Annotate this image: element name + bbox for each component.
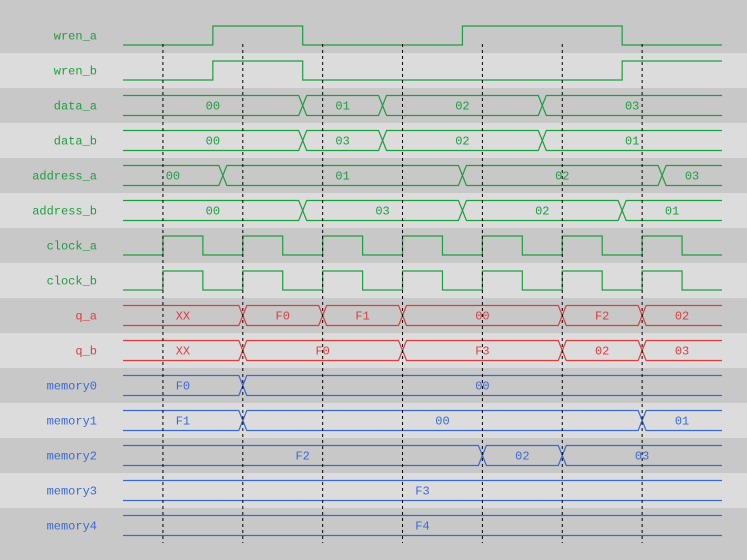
signal-memory0: memory0 F0 00	[47, 374, 722, 397]
signal-name: clock_a	[47, 240, 97, 254]
bus-segment	[541, 129, 722, 152]
bus-value: 00	[166, 170, 180, 184]
time-markers	[162, 44, 643, 543]
bus-segment	[641, 339, 722, 362]
bus-segment	[641, 304, 722, 327]
signal-name: q_b	[75, 345, 97, 359]
signal-name: clock_b	[47, 275, 97, 289]
signal-clock_b: clock_b	[47, 270, 722, 291]
bit-trace	[123, 60, 722, 81]
row-background	[0, 368, 747, 403]
signal-name: wren_b	[54, 65, 97, 79]
bus-value: 03	[375, 205, 389, 219]
row-background	[0, 158, 747, 193]
signal-address_a: address_a 00 01 02 03	[32, 164, 722, 187]
signal-data_a: data_a 00 01 02 03	[54, 94, 722, 117]
signal-name: memory0	[47, 380, 97, 394]
bus-value: 01	[675, 415, 689, 429]
bit-trace	[123, 235, 722, 256]
row-background	[0, 88, 747, 123]
bit-trace	[123, 270, 722, 291]
row-background	[0, 193, 747, 228]
signal-q_b: q_b XX F0 F3 02 03	[75, 339, 722, 362]
signal-wren_a: wren_a	[54, 25, 722, 46]
signal-wren_b: wren_b	[54, 60, 722, 81]
bus-value: F0	[176, 380, 190, 394]
signal-data_b: data_b 00 03 02 01	[54, 129, 722, 152]
bus-value: 02	[455, 100, 469, 114]
bus-value: 00	[435, 415, 449, 429]
bus-value: F2	[295, 450, 309, 464]
bus-segment	[561, 444, 722, 467]
signal-name: q_a	[75, 310, 97, 324]
signal-name: address_b	[32, 205, 97, 219]
row-background	[0, 438, 747, 473]
bus-value: 02	[535, 205, 549, 219]
bus-value: 01	[335, 100, 349, 114]
bus-value: 01	[665, 205, 679, 219]
bus-value: 00	[206, 100, 220, 114]
bus-segment	[123, 164, 224, 187]
signal-name: memory2	[47, 450, 97, 464]
bus-value: 03	[635, 450, 649, 464]
bus-segment	[123, 514, 722, 537]
signal-name: memory3	[47, 485, 97, 499]
bus-value: XX	[176, 345, 190, 359]
row-background	[0, 473, 747, 508]
signal-name: memory4	[47, 520, 97, 534]
signal-name: address_a	[32, 170, 97, 184]
signal-memory4: memory4 F4	[47, 514, 722, 537]
bus-value: 03	[685, 170, 699, 184]
signal-memory1: memory1 F1 00 01	[47, 409, 722, 432]
row-background	[0, 18, 747, 53]
row-background	[0, 298, 747, 333]
bus-value: 01	[625, 135, 639, 149]
row-background	[0, 228, 747, 263]
bus-value: 03	[335, 135, 349, 149]
bus-value: XX	[176, 310, 190, 324]
signal-memory3: memory3 F3	[47, 479, 722, 502]
bus-value: 02	[675, 310, 689, 324]
row-background	[0, 123, 747, 158]
signal-name: data_b	[54, 135, 97, 149]
bus-value: 03	[675, 345, 689, 359]
bus-value: 02	[455, 135, 469, 149]
bus-value: F3	[415, 485, 429, 499]
signal-address_b: address_b 00 03 02 01	[32, 199, 722, 222]
bus-segment	[541, 94, 722, 117]
bus-value: 03	[625, 100, 639, 114]
row-background	[0, 333, 747, 368]
row-background	[0, 403, 747, 438]
bus-value: F0	[276, 310, 290, 324]
signal-name: data_a	[54, 100, 97, 114]
bus-value: F4	[415, 520, 429, 534]
bus-segment	[621, 199, 722, 222]
bus-value: F1	[355, 310, 369, 324]
bus-value: F2	[595, 310, 609, 324]
row-background	[0, 53, 747, 88]
bit-trace	[123, 25, 722, 46]
bus-segment	[222, 164, 464, 187]
signal-memory2: memory2 F2 02 03	[47, 444, 722, 467]
bus-value: 00	[206, 205, 220, 219]
signal-name: memory1	[47, 415, 97, 429]
bus-value: 02	[595, 345, 609, 359]
row-background	[0, 263, 747, 298]
bus-segment	[242, 409, 643, 432]
bus-value: 02	[515, 450, 529, 464]
signal-name: wren_a	[54, 30, 97, 44]
bus-segment	[123, 479, 722, 502]
bus-segment	[641, 409, 722, 432]
bus-segment	[242, 374, 722, 397]
bus-segment	[661, 164, 722, 187]
signal-traces: wren_a wren_b data_a 00 01 02 03 data_b 00 03 02 01…	[32, 25, 722, 537]
row-backgrounds	[0, 18, 747, 543]
bus-value: F1	[176, 415, 190, 429]
bus-value: 00	[206, 135, 220, 149]
signal-clock_a: clock_a	[47, 235, 722, 256]
bus-segment	[302, 199, 464, 222]
bus-value: 01	[335, 170, 349, 184]
row-background	[0, 508, 747, 543]
